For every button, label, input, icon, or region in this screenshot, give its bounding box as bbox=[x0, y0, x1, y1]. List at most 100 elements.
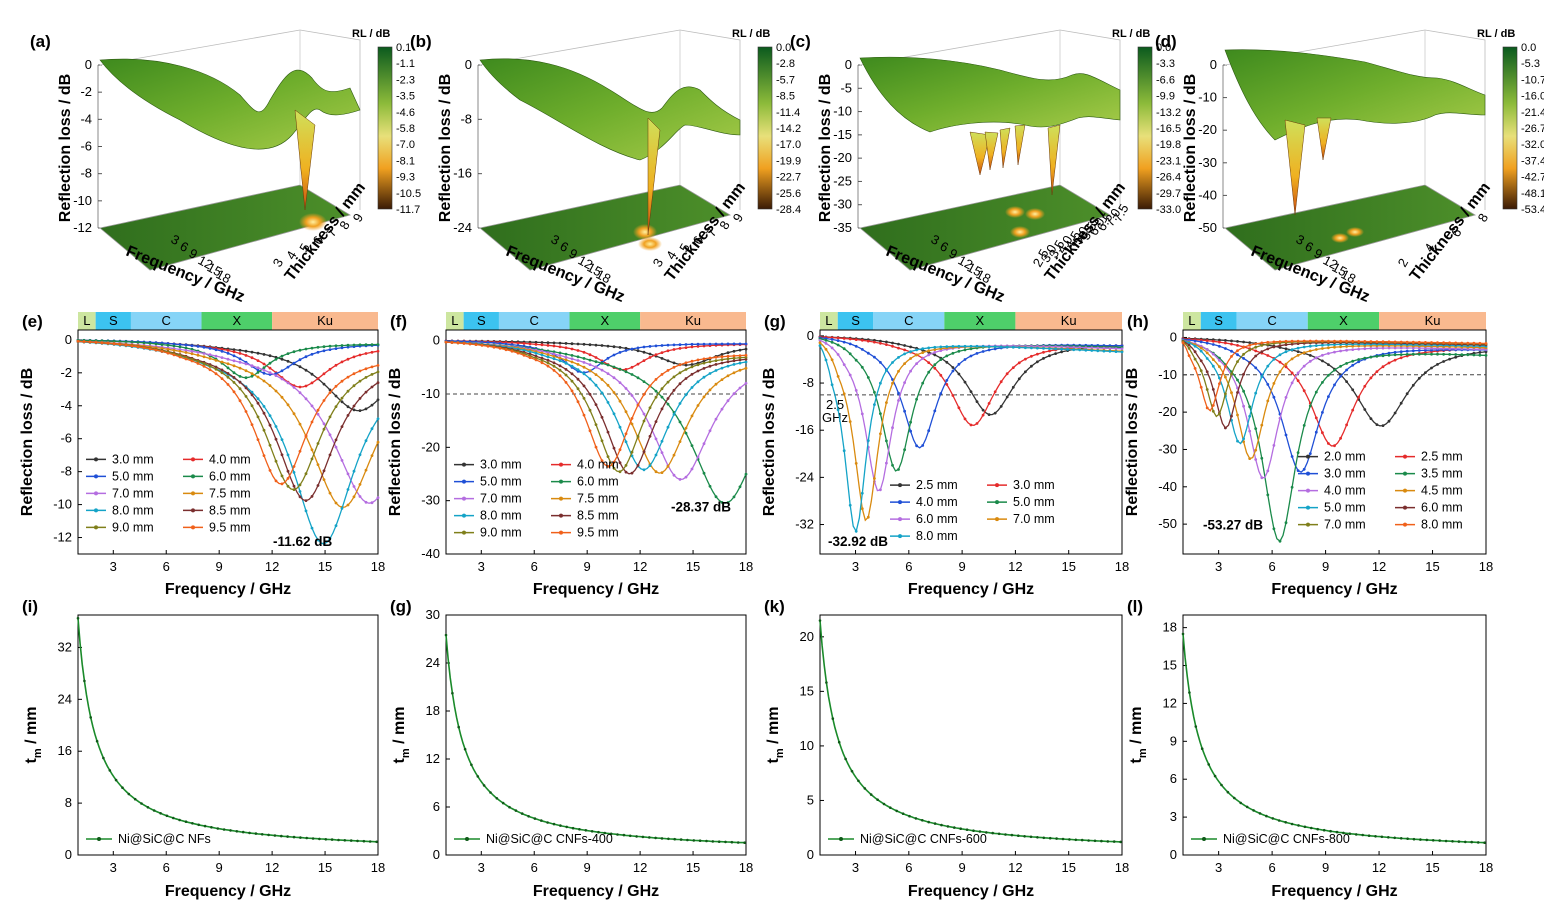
rl-point bbox=[1308, 359, 1312, 363]
rl-point bbox=[1260, 375, 1264, 379]
legend-label: 8.0 mm bbox=[916, 529, 958, 543]
rl-point bbox=[824, 358, 828, 362]
x-tick-label: 6 bbox=[163, 559, 170, 574]
rl-point bbox=[1478, 351, 1482, 354]
rl-point bbox=[630, 450, 634, 454]
rl-point bbox=[957, 362, 961, 366]
rl-point bbox=[244, 369, 248, 373]
legend-marker bbox=[1306, 522, 1310, 527]
rl-point bbox=[1187, 343, 1191, 347]
rl-point bbox=[1454, 341, 1458, 345]
rl-point bbox=[714, 495, 718, 499]
legend-marker bbox=[462, 530, 466, 535]
rl-point bbox=[1236, 439, 1239, 443]
colorbar-tick-label: -17.0 bbox=[776, 139, 801, 151]
rl-point bbox=[1308, 404, 1312, 408]
rl-point bbox=[262, 366, 266, 370]
rl-point bbox=[1254, 458, 1258, 461]
rl-point bbox=[1351, 359, 1355, 363]
rl-point bbox=[1345, 423, 1348, 427]
legend-label: 7.0 mm bbox=[1324, 518, 1366, 532]
rl-point bbox=[256, 351, 260, 355]
rl-point bbox=[1084, 348, 1088, 352]
rl-point bbox=[666, 465, 670, 468]
tm-point bbox=[1036, 836, 1039, 839]
rl-point bbox=[642, 450, 646, 454]
tm-point bbox=[1258, 812, 1262, 815]
rl-point bbox=[860, 338, 864, 342]
rl-point bbox=[1296, 350, 1300, 353]
y-tick-label: -10 bbox=[53, 497, 72, 512]
rl-point bbox=[684, 363, 688, 367]
rl-point bbox=[1260, 341, 1264, 345]
rl-point bbox=[848, 503, 852, 507]
rl-point bbox=[1278, 539, 1282, 543]
tm-point bbox=[1213, 774, 1217, 778]
rl-point bbox=[582, 361, 586, 364]
rl-point bbox=[594, 365, 598, 369]
rl-point bbox=[903, 409, 906, 413]
rl-point bbox=[352, 404, 356, 408]
rl-point bbox=[915, 348, 918, 352]
rl-point bbox=[100, 341, 104, 345]
rl-point bbox=[304, 368, 308, 372]
tm-point bbox=[1200, 747, 1204, 750]
rl-point bbox=[933, 363, 937, 367]
rl-point bbox=[848, 337, 852, 341]
rl-point bbox=[172, 342, 176, 346]
tm-point bbox=[222, 828, 226, 831]
rl-point bbox=[612, 460, 616, 464]
rl-point bbox=[268, 443, 272, 447]
rl-point bbox=[564, 368, 568, 371]
rl-point bbox=[600, 368, 604, 372]
colorbar-tick-label: -21.4 bbox=[1521, 107, 1544, 119]
rl-point bbox=[1284, 365, 1288, 369]
z-tick-label: -25 bbox=[833, 173, 852, 188]
floor-hotspot bbox=[1025, 208, 1045, 220]
rl-point bbox=[1199, 346, 1203, 350]
x-tick-label: 18 bbox=[1479, 559, 1493, 574]
rl-point bbox=[594, 343, 598, 347]
rl-point bbox=[208, 368, 212, 372]
tm-point bbox=[844, 757, 847, 761]
tm-point bbox=[571, 826, 575, 830]
rl-point bbox=[334, 347, 338, 350]
rl-point bbox=[999, 405, 1003, 408]
x-tick-label: 18 bbox=[371, 559, 385, 574]
rl-point bbox=[678, 478, 682, 481]
x-tick-label: 12 bbox=[265, 559, 279, 574]
rl-curve bbox=[819, 345, 1123, 534]
rl-point bbox=[666, 349, 670, 353]
band-Ku bbox=[272, 312, 378, 330]
rl-point bbox=[274, 437, 278, 441]
rl-point bbox=[588, 429, 592, 433]
floor-hotspot bbox=[1331, 233, 1349, 243]
rl-point bbox=[1345, 339, 1348, 343]
rl-point bbox=[528, 350, 532, 354]
rl-point bbox=[981, 350, 985, 353]
rl-point bbox=[866, 351, 870, 355]
rl-point bbox=[1321, 359, 1324, 363]
rl-point bbox=[522, 353, 526, 357]
rl-point bbox=[624, 346, 628, 350]
rl-point bbox=[250, 393, 254, 397]
rl-point bbox=[1424, 371, 1427, 374]
rl-point bbox=[600, 391, 604, 395]
rl-point bbox=[178, 345, 182, 349]
band-L bbox=[820, 312, 838, 330]
rl-point bbox=[226, 349, 230, 352]
x-tick-label: 3 bbox=[110, 860, 117, 875]
rl-point bbox=[1211, 339, 1215, 343]
x-tick-label: 18 bbox=[1339, 266, 1359, 286]
rl-spike bbox=[1014, 124, 1026, 166]
tm-point bbox=[1412, 837, 1416, 841]
rl-point bbox=[987, 413, 991, 416]
rl-point bbox=[909, 420, 912, 424]
rl-point bbox=[304, 355, 308, 359]
rl-point bbox=[172, 353, 176, 357]
rl-spike bbox=[1316, 117, 1332, 161]
rl-point bbox=[648, 424, 652, 428]
panel-label: (l) bbox=[1127, 597, 1143, 616]
rl-point bbox=[684, 475, 688, 479]
rl-point bbox=[1187, 354, 1191, 357]
